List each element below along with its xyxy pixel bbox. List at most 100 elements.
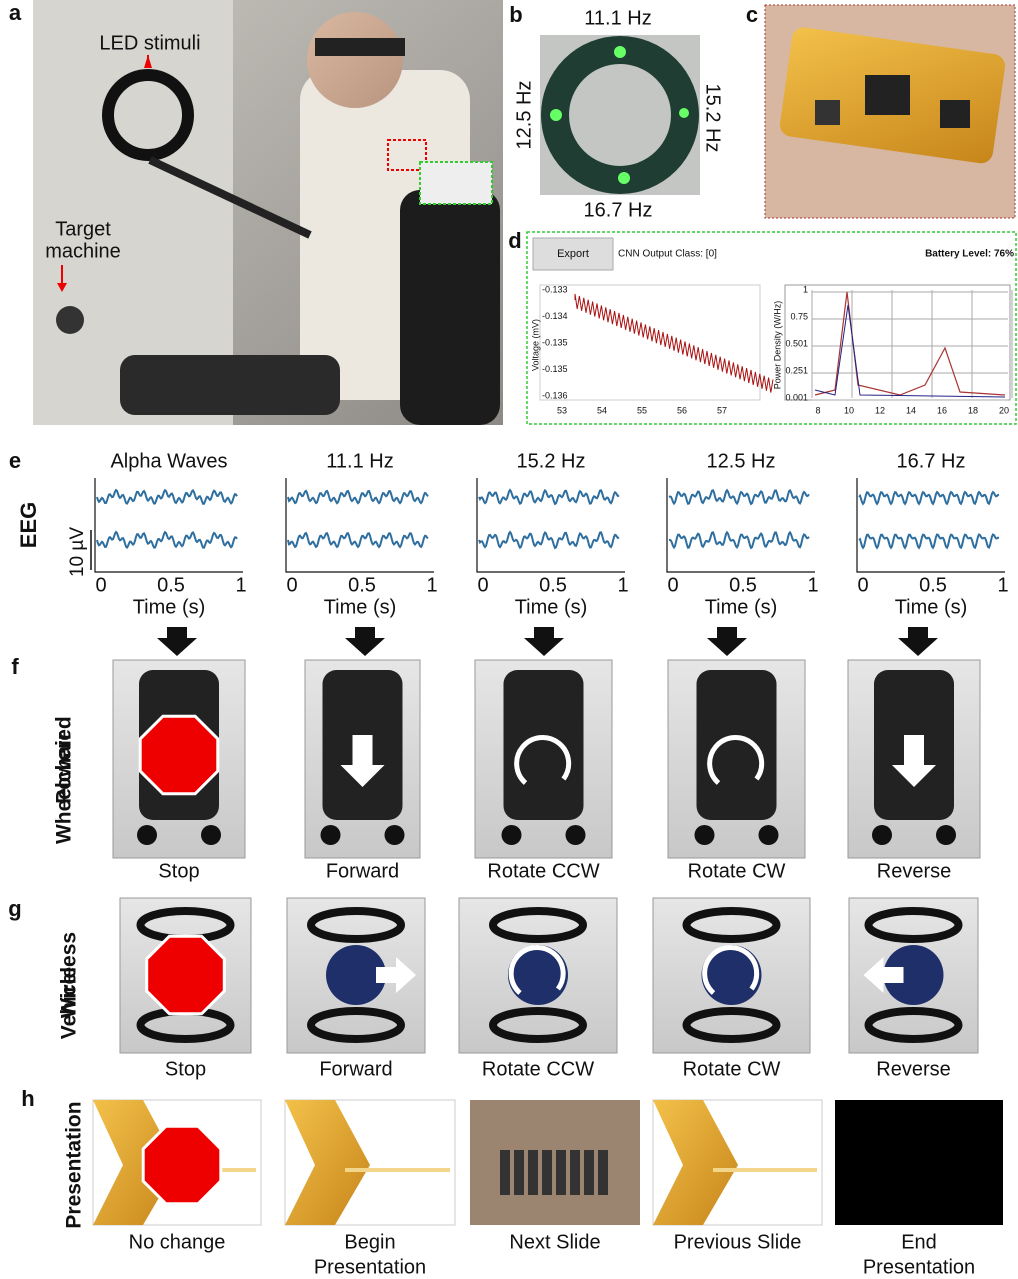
wheel xyxy=(566,825,586,845)
chair xyxy=(504,670,584,820)
panel-label: f xyxy=(11,654,19,679)
wheel xyxy=(502,825,522,845)
wheel xyxy=(321,825,341,845)
x-tick-label: 1 xyxy=(235,574,246,596)
button-label: Export xyxy=(557,248,589,260)
person xyxy=(556,1150,566,1195)
caption: Presentation xyxy=(314,1256,426,1278)
person xyxy=(514,1150,524,1195)
caption: Rotate CCW xyxy=(482,1058,594,1080)
axis-label: Time (s) xyxy=(515,596,588,618)
frequency-label: 11.1 Hz xyxy=(584,7,651,29)
eeg-trace xyxy=(479,532,619,548)
chair xyxy=(697,670,777,820)
flow-arrow xyxy=(707,627,747,656)
y-tick-label: -0.133 xyxy=(542,284,568,294)
plot-title: 11.1 Hz xyxy=(326,450,393,472)
person xyxy=(542,1150,552,1195)
figure: abcdefghLED stimuliTargetmachine11.1 Hz1… xyxy=(0,0,1018,1279)
caption: No change xyxy=(129,1231,226,1253)
flow-arrow xyxy=(345,627,385,656)
frequency-label: 12.5 Hz xyxy=(513,81,535,150)
plot-title: 16.7 Hz xyxy=(897,450,966,472)
frequency-label: 15.2 Hz xyxy=(702,84,724,153)
x-tick-label: 57 xyxy=(717,405,727,415)
caption: Previous Slide xyxy=(674,1231,802,1253)
x-tick-label: 16 xyxy=(937,405,947,415)
panel-label: a xyxy=(9,0,22,25)
caption: Rotate CCW xyxy=(487,860,599,882)
caption: Forward xyxy=(319,1058,392,1080)
x-tick-label: 0.5 xyxy=(729,574,757,596)
x-tick-label: 1 xyxy=(426,574,437,596)
x-tick-label: 0.5 xyxy=(157,574,185,596)
panel-label: g xyxy=(8,896,21,921)
x-tick-label: 0 xyxy=(95,574,106,596)
caption: Presentation xyxy=(863,1256,975,1278)
battery-text: Battery Level: 76% xyxy=(925,249,1014,260)
x-tick-label: 0 xyxy=(857,574,868,596)
x-tick-label: 0 xyxy=(286,574,297,596)
annotation: Target xyxy=(55,218,111,240)
panel-label: c xyxy=(746,2,758,27)
eeg-trace xyxy=(669,490,809,504)
x-tick-label: 0 xyxy=(667,574,678,596)
flow-arrow xyxy=(157,627,197,656)
panel-label: b xyxy=(509,2,522,27)
caption: Rotate CW xyxy=(683,1058,781,1080)
photo-led-ring xyxy=(540,35,700,195)
wheel xyxy=(872,825,892,845)
person xyxy=(584,1150,594,1195)
slide-band xyxy=(345,1168,450,1172)
photo-circuit xyxy=(765,5,1015,218)
axis-label: Time (s) xyxy=(133,596,206,618)
row-label: EEG xyxy=(16,502,41,548)
x-tick-label: 0.5 xyxy=(348,574,376,596)
y-tick-label: 0.501 xyxy=(785,338,808,348)
caption: Stop xyxy=(165,1058,206,1080)
eeg-trace xyxy=(288,533,428,547)
caption: Forward xyxy=(326,860,399,882)
flow-arrow xyxy=(524,627,564,656)
wheel xyxy=(201,825,221,845)
caption: Stop xyxy=(158,860,199,882)
axis-label: Time (s) xyxy=(895,596,968,618)
axis xyxy=(857,478,1005,572)
x-tick-label: 1 xyxy=(997,574,1008,596)
scale-label: 10 µV xyxy=(67,527,88,577)
wheel xyxy=(385,825,405,845)
y-tick-label: 0.75 xyxy=(790,311,808,321)
panel-label: d xyxy=(508,228,521,253)
eeg-trace xyxy=(669,532,809,548)
axis-label: Time (s) xyxy=(324,596,397,618)
stop-sign xyxy=(147,936,225,1014)
stop-sign xyxy=(140,716,218,794)
x-tick-label: 8 xyxy=(815,405,820,415)
person xyxy=(500,1150,510,1195)
x-tick-label: 53 xyxy=(557,405,567,415)
eeg-trace xyxy=(97,490,237,504)
x-tick-label: 54 xyxy=(597,405,607,415)
x-tick-label: 56 xyxy=(677,405,687,415)
caption: Rotate CW xyxy=(688,860,786,882)
y-tick-label: -0.136 xyxy=(542,390,568,400)
row-label: Vehicle xyxy=(58,967,81,1039)
frequency-label: 16.7 Hz xyxy=(584,199,653,221)
y-tick-label: -0.135 xyxy=(542,364,568,374)
caption: Reverse xyxy=(876,1058,950,1080)
slide-black xyxy=(835,1100,1003,1225)
eeg-trace xyxy=(859,535,999,548)
axis-label: Power Density (W/Hz) xyxy=(772,301,782,390)
wheel xyxy=(936,825,956,845)
axis-label: Time (s) xyxy=(705,596,778,618)
person xyxy=(598,1150,608,1195)
x-tick-label: 20 xyxy=(999,405,1009,415)
x-tick-label: 10 xyxy=(844,405,854,415)
x-tick-label: 18 xyxy=(968,405,978,415)
caption: End xyxy=(901,1231,937,1253)
photo-setup xyxy=(33,0,503,425)
caption: Next Slide xyxy=(509,1231,600,1253)
y-tick-label: -0.134 xyxy=(542,311,568,321)
panel-label: e xyxy=(9,448,21,473)
row-label: Wheelchair xyxy=(53,732,76,844)
